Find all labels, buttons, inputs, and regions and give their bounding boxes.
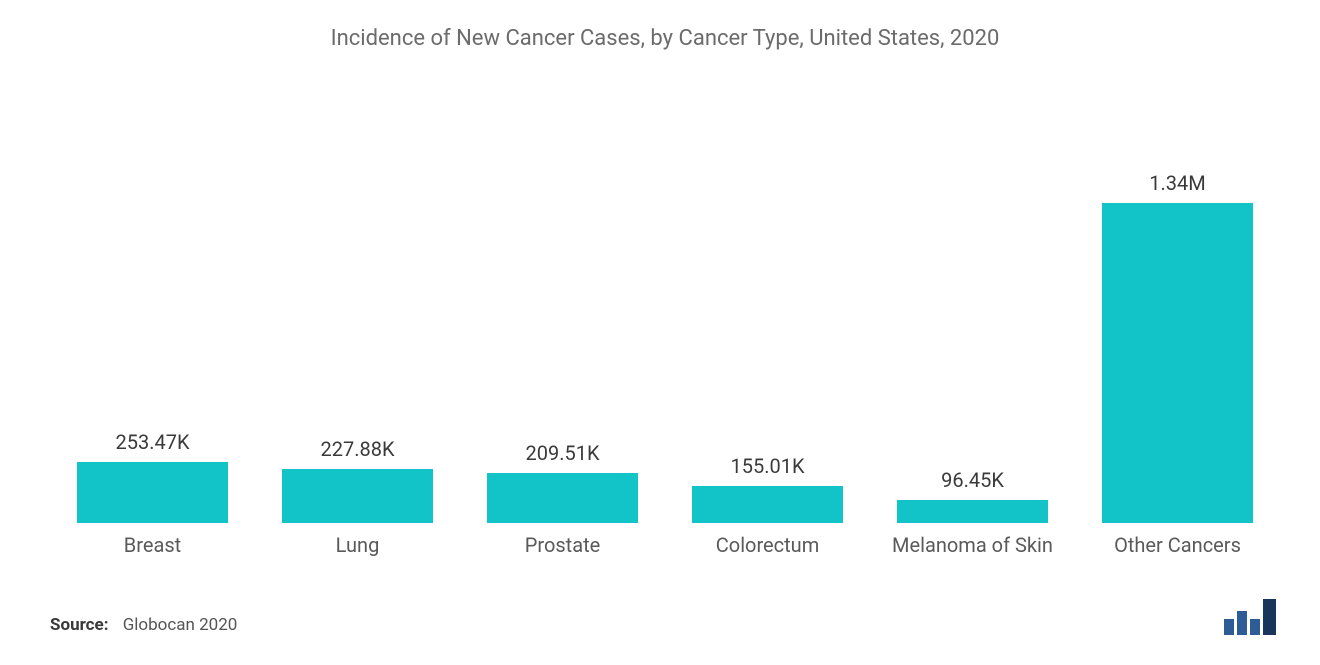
bar-value-label: 96.45K: [941, 468, 1004, 492]
x-axis-label: Melanoma of Skin: [880, 533, 1065, 557]
x-axis-labels: Breast Lung Prostate Colorectum Melanoma of …: [50, 523, 1280, 557]
bar: [282, 469, 434, 523]
source-citation: Source: Globocan 2020: [50, 615, 237, 635]
source-text: Globocan 2020: [123, 615, 238, 635]
bar-value-label: 1.34M: [1149, 171, 1205, 195]
source-label: Source:: [50, 615, 108, 635]
x-axis-label: Colorectum: [675, 533, 860, 557]
bar: [487, 473, 639, 523]
chart-footer: Source: Globocan 2020: [50, 557, 1280, 635]
x-axis-label: Prostate: [470, 533, 655, 557]
bar: [1102, 203, 1254, 523]
bar-value-label: 227.88K: [320, 437, 394, 461]
bar-group: 253.47K: [60, 65, 245, 523]
bar: [77, 462, 229, 523]
x-axis-label: Other Cancers: [1085, 533, 1270, 557]
x-axis-label: Breast: [60, 533, 245, 557]
chart-container: Incidence of New Cancer Cases, by Cancer…: [0, 0, 1320, 665]
bar: [692, 486, 844, 523]
bar-group: 227.88K: [265, 65, 450, 523]
bar-value-label: 209.51K: [525, 441, 599, 465]
bar-group: 209.51K: [470, 65, 655, 523]
bar-value-label: 253.47K: [115, 430, 189, 454]
bar-group: 155.01K: [675, 65, 860, 523]
x-axis-label: Lung: [265, 533, 450, 557]
bar-value-label: 155.01K: [730, 454, 804, 478]
bar-group: 96.45K: [880, 65, 1065, 523]
bar-group: 1.34M: [1085, 65, 1270, 523]
chart-title: Incidence of New Cancer Cases, by Cancer…: [50, 20, 1280, 65]
brand-logo-icon: [1224, 599, 1280, 635]
bar: [897, 500, 1049, 523]
plot-area: 253.47K 227.88K 209.51K 155.01K 96.45K 1.34M: [50, 65, 1280, 523]
